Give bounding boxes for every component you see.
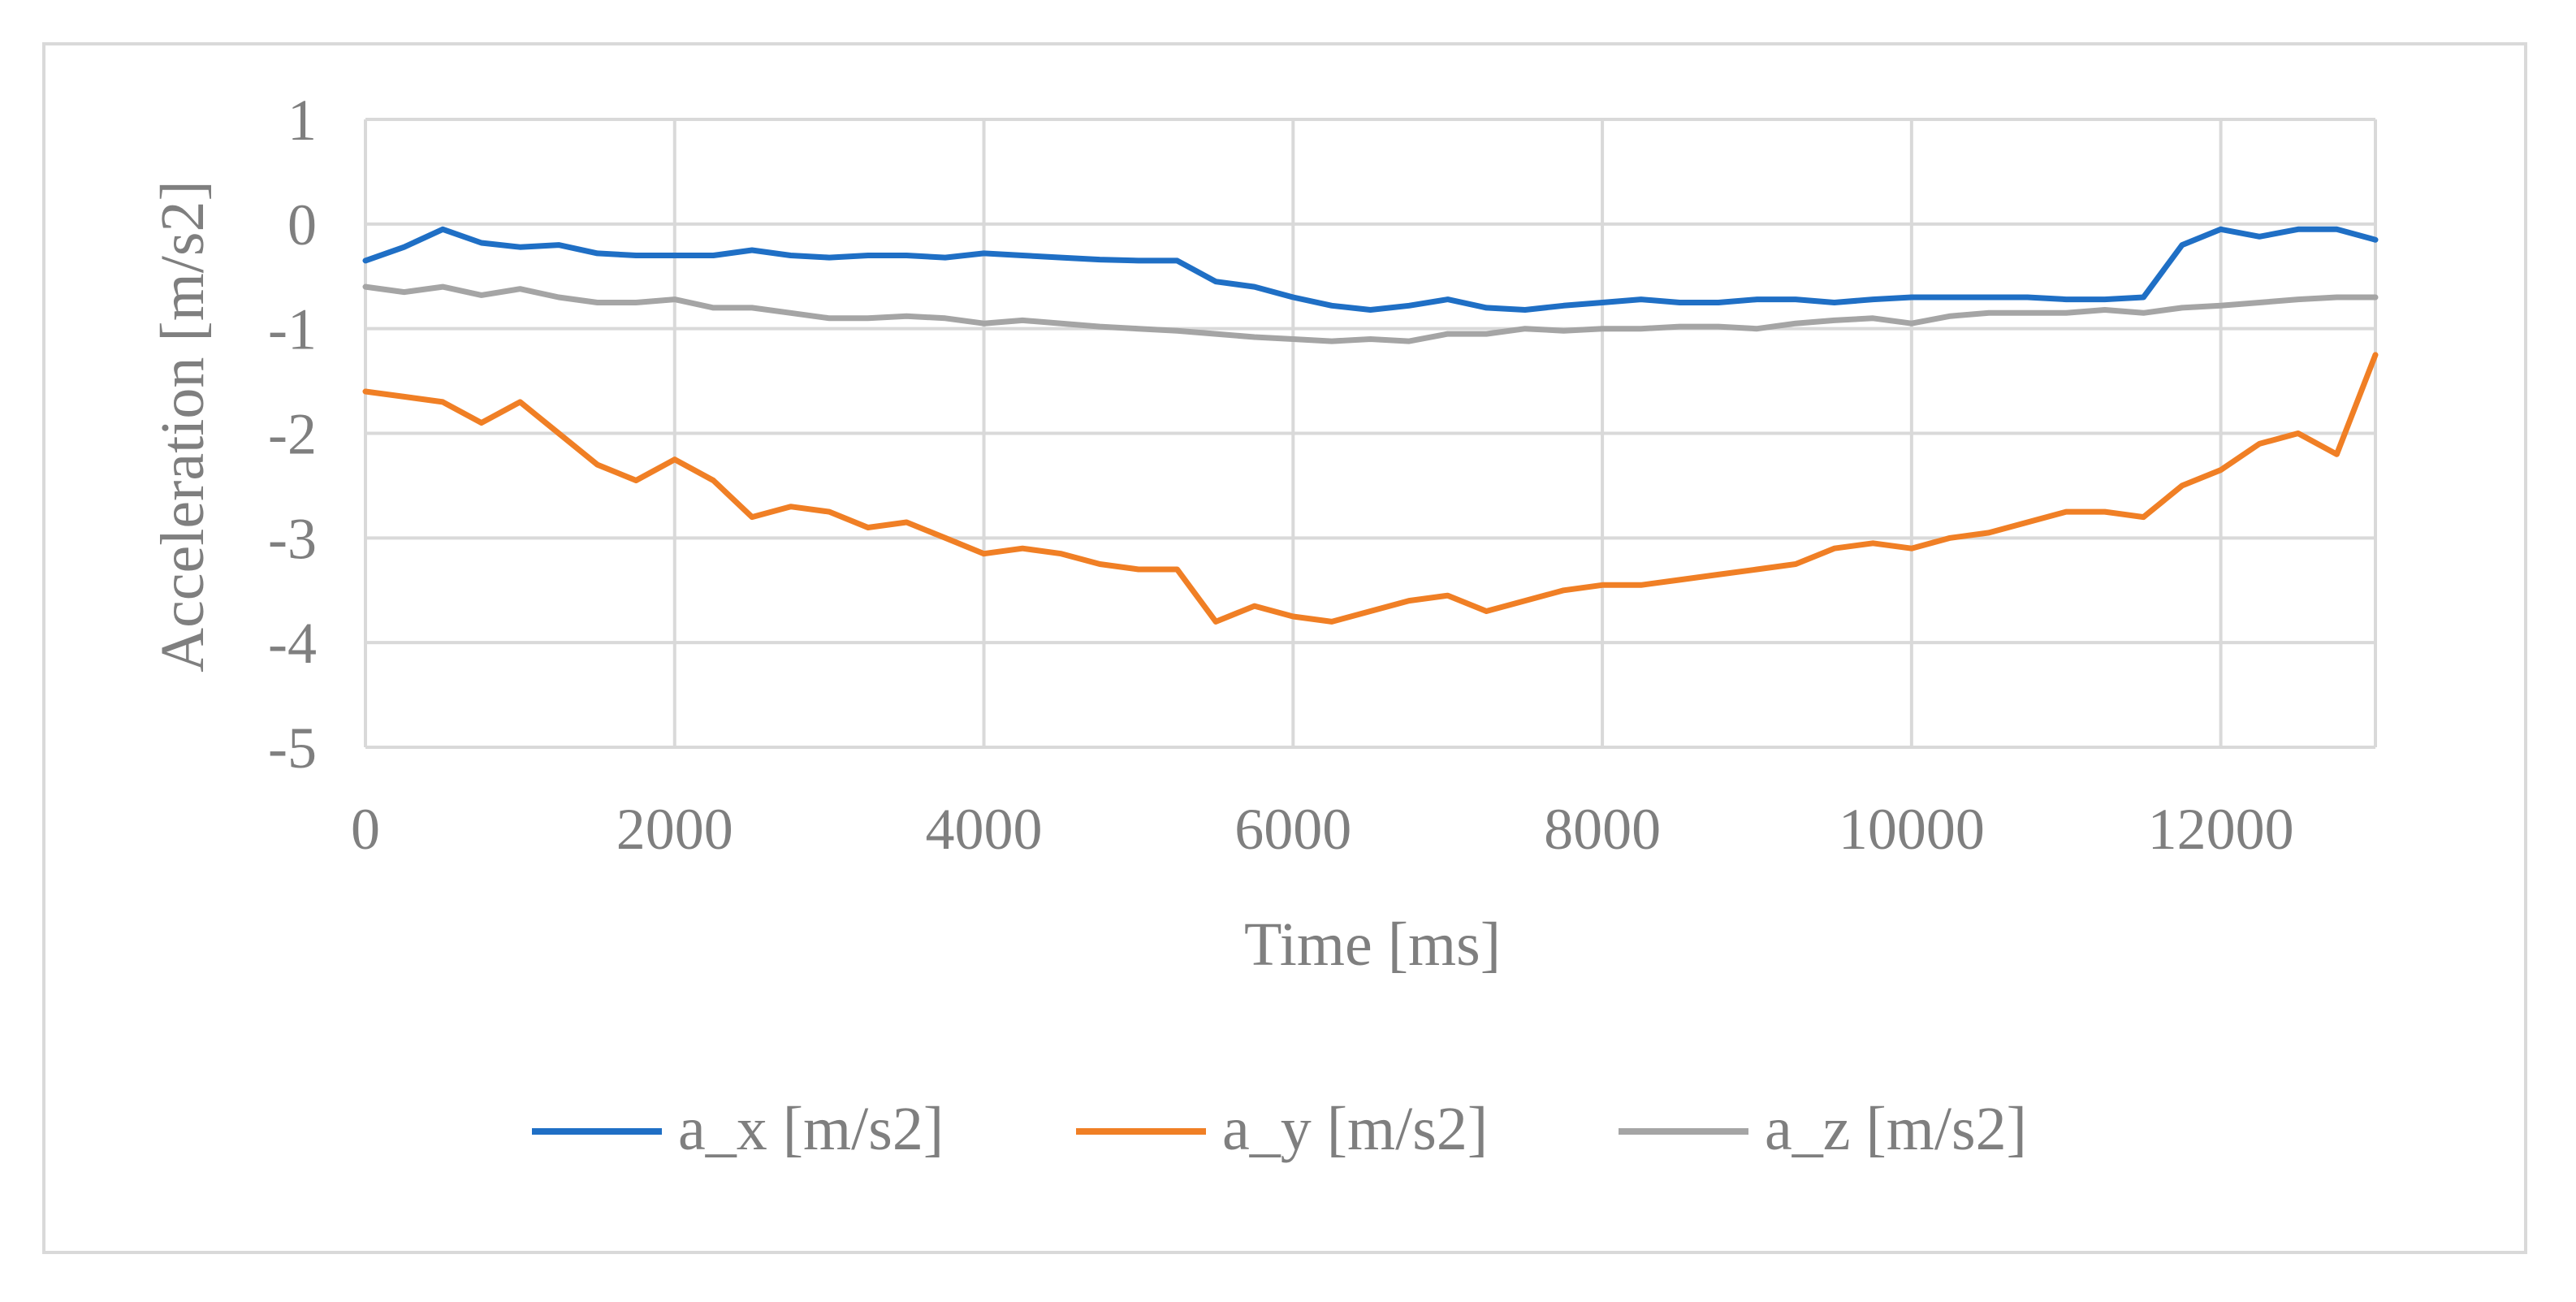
grid-lines bbox=[364, 118, 2377, 749]
series-line-2 bbox=[362, 283, 2379, 344]
x-tick-label: 6000 bbox=[1234, 797, 1351, 862]
x-tick-label: 2000 bbox=[616, 797, 733, 862]
x-tick-label: 0 bbox=[351, 797, 380, 862]
legend-label-2: a_z [m/s2] bbox=[1765, 1095, 2027, 1163]
series-line-1 bbox=[362, 352, 2379, 625]
series-lines bbox=[362, 226, 2379, 625]
y-tick-label: 1 bbox=[287, 88, 317, 153]
x-tick-label: 4000 bbox=[926, 797, 1043, 862]
y-tick-label: -5 bbox=[268, 716, 317, 781]
x-axis-title: Time [ms] bbox=[1244, 911, 1501, 979]
tick-labels: 1 0 -1 -2 -3 -4 -5 0 2000 4000 6000 8000 10000 12000 bbox=[268, 88, 2294, 862]
series-line-0 bbox=[362, 226, 2379, 313]
y-axis-title: Acceleration [m/s2] bbox=[149, 180, 217, 673]
y-tick-label: -1 bbox=[268, 297, 317, 362]
y-tick-label: -3 bbox=[268, 506, 317, 571]
y-tick-label: -2 bbox=[268, 402, 317, 467]
chart-frame bbox=[42, 42, 2527, 1254]
legend: a_x [m/s2] a_y [m/s2] a_z [m/s2] bbox=[532, 1095, 2027, 1163]
x-tick-label: 10000 bbox=[1839, 797, 1985, 862]
legend-label-1: a_y [m/s2] bbox=[1222, 1095, 1488, 1163]
y-tick-label: 0 bbox=[287, 192, 317, 257]
y-tick-label: -4 bbox=[268, 611, 317, 676]
x-tick-label: 12000 bbox=[2148, 797, 2294, 862]
legend-label-0: a_x [m/s2] bbox=[678, 1095, 944, 1163]
x-tick-label: 8000 bbox=[1544, 797, 1661, 862]
